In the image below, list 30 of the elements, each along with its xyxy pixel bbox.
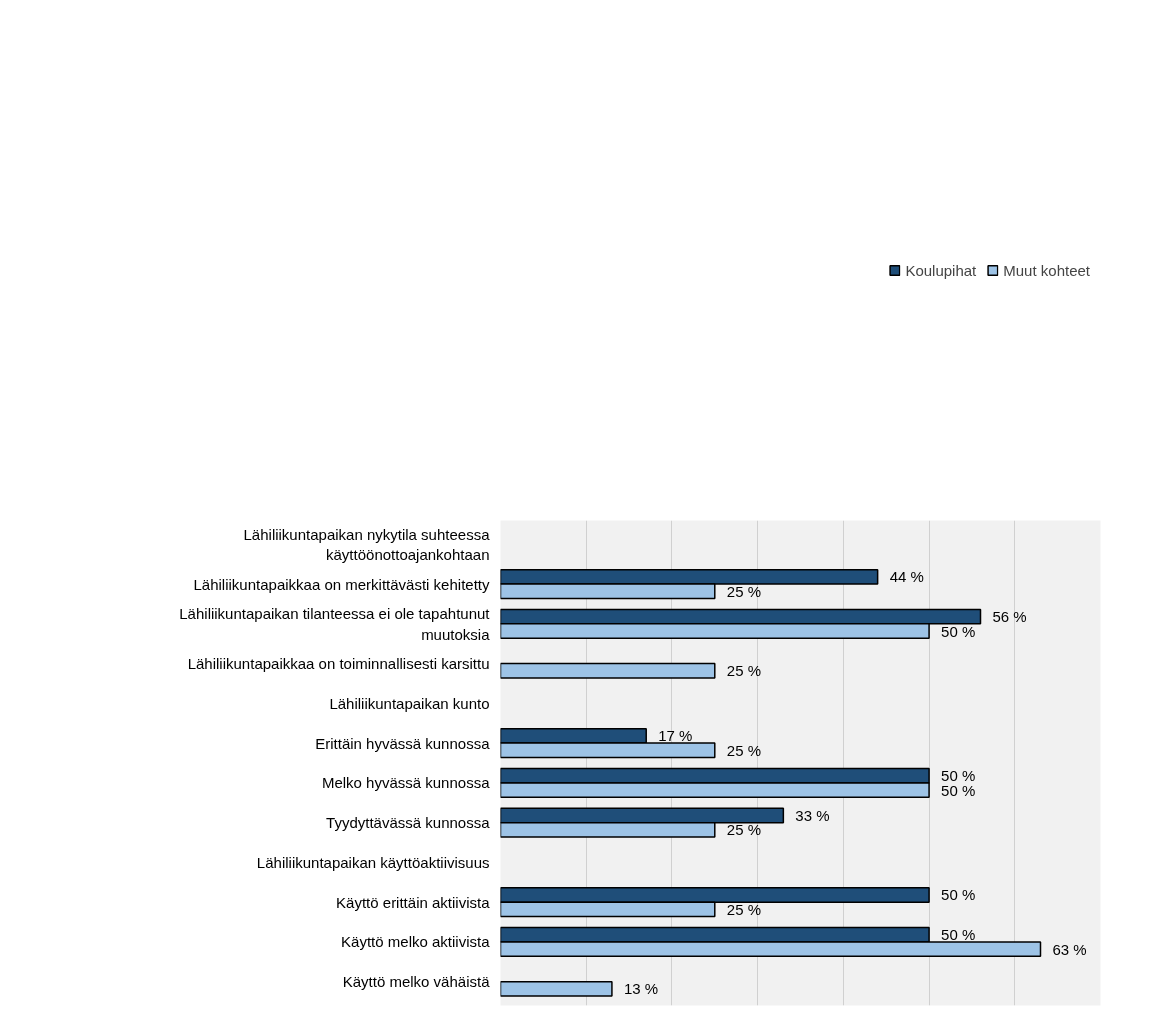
legend-label: Koulupihat <box>905 261 977 279</box>
data-label: 25 % <box>726 582 761 600</box>
data-label: 56 % <box>992 608 1027 626</box>
bar <box>500 662 716 679</box>
data-label: 13 % <box>623 980 659 998</box>
data-label: 63 % <box>1052 940 1087 958</box>
y-tick-label: Lähiliikuntapaikkaa on merkittävästi kehitetty <box>193 575 490 593</box>
y-tick-label: Käyttö melko vähäistä <box>342 973 491 991</box>
y-tick-label: Lähiliikuntapaikan käyttöaktiivisuus <box>256 853 490 871</box>
data-label: 44 % <box>889 568 924 586</box>
data-label: 25 % <box>726 821 761 839</box>
data-label: 25 % <box>726 662 761 680</box>
y-tick-label: Lähiliikuntapaikkaa on toiminnallisesti karsittu <box>187 655 490 673</box>
y-tick-label: Lähiliikuntapaikan nykytila suhteessa käyttöönottoajankohtaan <box>243 525 491 564</box>
y-tick-label: Lähiliikuntapaikan tilanteessa ei ole tapahtunut muutoksia <box>179 605 491 643</box>
data-label: 50 % <box>941 622 976 640</box>
legend-label: Muut kohteet <box>1003 261 1090 279</box>
y-tick-label: Lähiliikuntapaikan kunto <box>329 694 490 712</box>
y-tick-label: Käyttö erittäin aktiivista <box>336 893 491 911</box>
data-label: 50 % <box>941 886 976 904</box>
data-label: 25 % <box>726 900 761 918</box>
bar <box>500 980 613 997</box>
y-tick-label: Erittäin hyvässä kunnossa <box>315 734 491 752</box>
y-tick-label: Melko hyvässä kunnossa <box>321 774 491 792</box>
data-label: 33 % <box>795 806 830 824</box>
y-tick-label: Tyydyttävässä kunnossa <box>326 814 491 832</box>
data-label: 17 % <box>658 727 693 745</box>
y-tick-label: Käyttö melko aktiivista <box>341 933 491 951</box>
data-label: 25 % <box>726 741 761 759</box>
data-label: 50 % <box>941 926 976 944</box>
